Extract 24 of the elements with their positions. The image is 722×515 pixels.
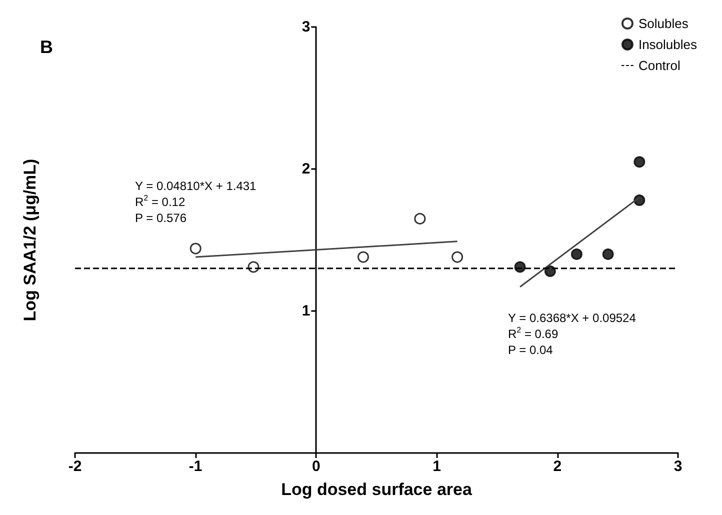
point <box>414 212 426 224</box>
point <box>357 251 369 263</box>
text: B <box>40 37 53 57</box>
x-tick-label: 2 <box>553 458 562 475</box>
y-tick-label: 3 <box>302 18 310 36</box>
x-tick-label: 0 <box>312 458 320 475</box>
y-tick-label: 2 <box>302 160 310 178</box>
x-tick-label: -1 <box>188 458 202 475</box>
point <box>190 242 202 254</box>
point <box>452 251 464 263</box>
x-axis-title: Log dosed surface area <box>281 480 472 499</box>
point <box>544 265 556 277</box>
x-tick-label: 3 <box>674 458 682 475</box>
point <box>514 261 526 273</box>
point <box>570 248 582 260</box>
x-tick-label: -2 <box>68 458 82 475</box>
legend-label: Insolubles <box>638 37 698 52</box>
y-axis-title: Log SAA1/2 (μg/mL) <box>20 158 40 322</box>
legend-label: Control <box>638 58 680 73</box>
point <box>602 248 614 260</box>
point <box>634 156 646 168</box>
y-tick-label: 1 <box>302 302 310 320</box>
legend-label: Solubles <box>638 16 689 31</box>
x-tick-label: 1 <box>432 458 441 475</box>
